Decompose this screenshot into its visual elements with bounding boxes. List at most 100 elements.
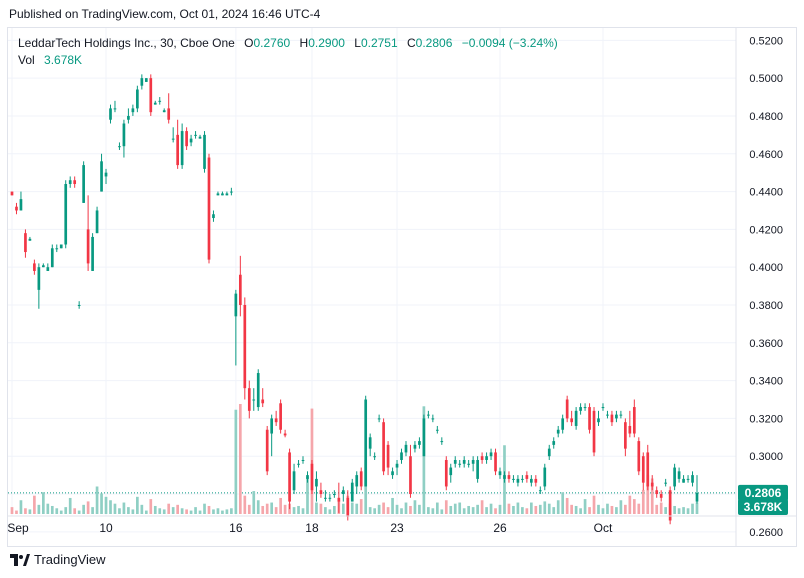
candle-body	[118, 146, 121, 148]
candle-body	[691, 475, 694, 483]
volume-bar	[212, 509, 215, 514]
candle-body	[350, 482, 354, 502]
volume-bar	[409, 505, 412, 514]
candle-body	[68, 180, 72, 185]
candle-body	[682, 478, 685, 483]
volume-bar	[24, 508, 27, 514]
candle-body	[409, 456, 412, 495]
volume-bar	[601, 508, 605, 514]
volume-value: 3.678K	[44, 53, 83, 67]
volume-bar	[485, 507, 488, 514]
volume-bar	[221, 510, 224, 514]
candle-body	[530, 478, 533, 483]
volume-bar	[127, 507, 130, 514]
candle-body	[238, 274, 242, 305]
volume-bar	[216, 508, 220, 514]
candle-body	[297, 463, 300, 465]
candle-body	[73, 180, 77, 185]
volume-bar	[400, 508, 403, 514]
candle-body	[203, 134, 206, 169]
candle-body	[306, 475, 309, 479]
candle-body	[677, 471, 681, 479]
volume-bar	[391, 497, 394, 514]
tradingview-logo[interactable]: TradingView	[10, 552, 106, 567]
volume-bar	[628, 495, 632, 514]
axes: 0.5200 0.5000 0.4800 0.4600 0.4400 0.4200 0.40…	[7, 28, 796, 546]
candle-body	[673, 467, 676, 487]
candle-body	[480, 456, 484, 460]
candle-body	[153, 102, 157, 105]
volume-bar	[162, 509, 166, 514]
candle-body	[449, 467, 453, 476]
y-tick-label: 0.4800	[749, 111, 783, 123]
candle-body	[485, 456, 488, 460]
candle-body	[556, 429, 560, 434]
candle-body	[543, 467, 547, 487]
candle-body	[471, 459, 475, 464]
candle-body	[624, 422, 627, 449]
candle-body	[41, 265, 45, 268]
grid-lines	[8, 28, 736, 533]
volume-bar	[632, 499, 636, 514]
volume-bar	[624, 504, 627, 514]
volume-bar	[234, 409, 238, 514]
candle-body	[225, 193, 229, 196]
volume-bar	[422, 406, 426, 514]
candle-body	[453, 459, 457, 464]
candle-body	[615, 414, 618, 419]
volume-bar	[64, 507, 68, 514]
chart-legend: LeddarTech Holdings Inc., 30, Cboe One O…	[18, 35, 558, 69]
candle-body	[279, 403, 282, 430]
candle-body	[292, 471, 296, 491]
volume-bar	[686, 508, 690, 514]
y-tick-label: 0.3200	[749, 413, 783, 425]
y-tick-label: 0.5000	[749, 73, 783, 85]
volume-bar	[252, 491, 256, 514]
volume-bar	[673, 505, 676, 514]
volume-bar	[507, 503, 511, 514]
candle-body	[324, 497, 327, 499]
volume-bar	[534, 505, 538, 514]
symbol-name[interactable]: LeddarTech Holdings Inc., 30, Cboe One	[18, 36, 235, 50]
candle-body	[28, 238, 32, 241]
volume-bar	[641, 489, 645, 514]
candle-body	[561, 418, 565, 430]
volume-bars	[10, 404, 699, 514]
volume-bar	[574, 505, 578, 514]
candle-body	[337, 497, 341, 502]
candle-body	[104, 172, 108, 177]
volume-bar	[677, 508, 681, 514]
volume-bar	[583, 499, 587, 514]
candle-body	[55, 248, 59, 250]
candle-body	[140, 78, 144, 86]
candle-body	[256, 373, 260, 408]
candle-body	[252, 399, 256, 401]
candle-body	[261, 399, 265, 404]
volume-bar	[440, 509, 444, 514]
candle-body	[377, 418, 381, 420]
volume-bar	[570, 504, 573, 514]
candle-body	[427, 414, 430, 416]
candle-body	[109, 108, 112, 120]
volume-tag: 3.678K	[744, 500, 783, 514]
y-tick-label: 0.4000	[749, 262, 783, 274]
candle-body	[610, 414, 614, 423]
volume-bar	[521, 507, 524, 514]
candle-body	[319, 490, 323, 495]
candle-body	[552, 441, 556, 445]
candle-body	[435, 429, 439, 431]
volume-bar	[144, 510, 148, 514]
volume-bar	[55, 508, 59, 514]
candle-body	[498, 471, 502, 476]
candle-body	[185, 131, 188, 147]
candle-body	[503, 475, 506, 479]
candle-body	[77, 304, 81, 306]
volume-bar	[333, 505, 336, 514]
candle-body	[283, 433, 287, 436]
volume-bar	[565, 497, 569, 514]
volume-bar	[427, 507, 430, 514]
volume-bar	[453, 503, 457, 514]
candle-body	[46, 267, 50, 271]
candle-body	[382, 422, 385, 472]
